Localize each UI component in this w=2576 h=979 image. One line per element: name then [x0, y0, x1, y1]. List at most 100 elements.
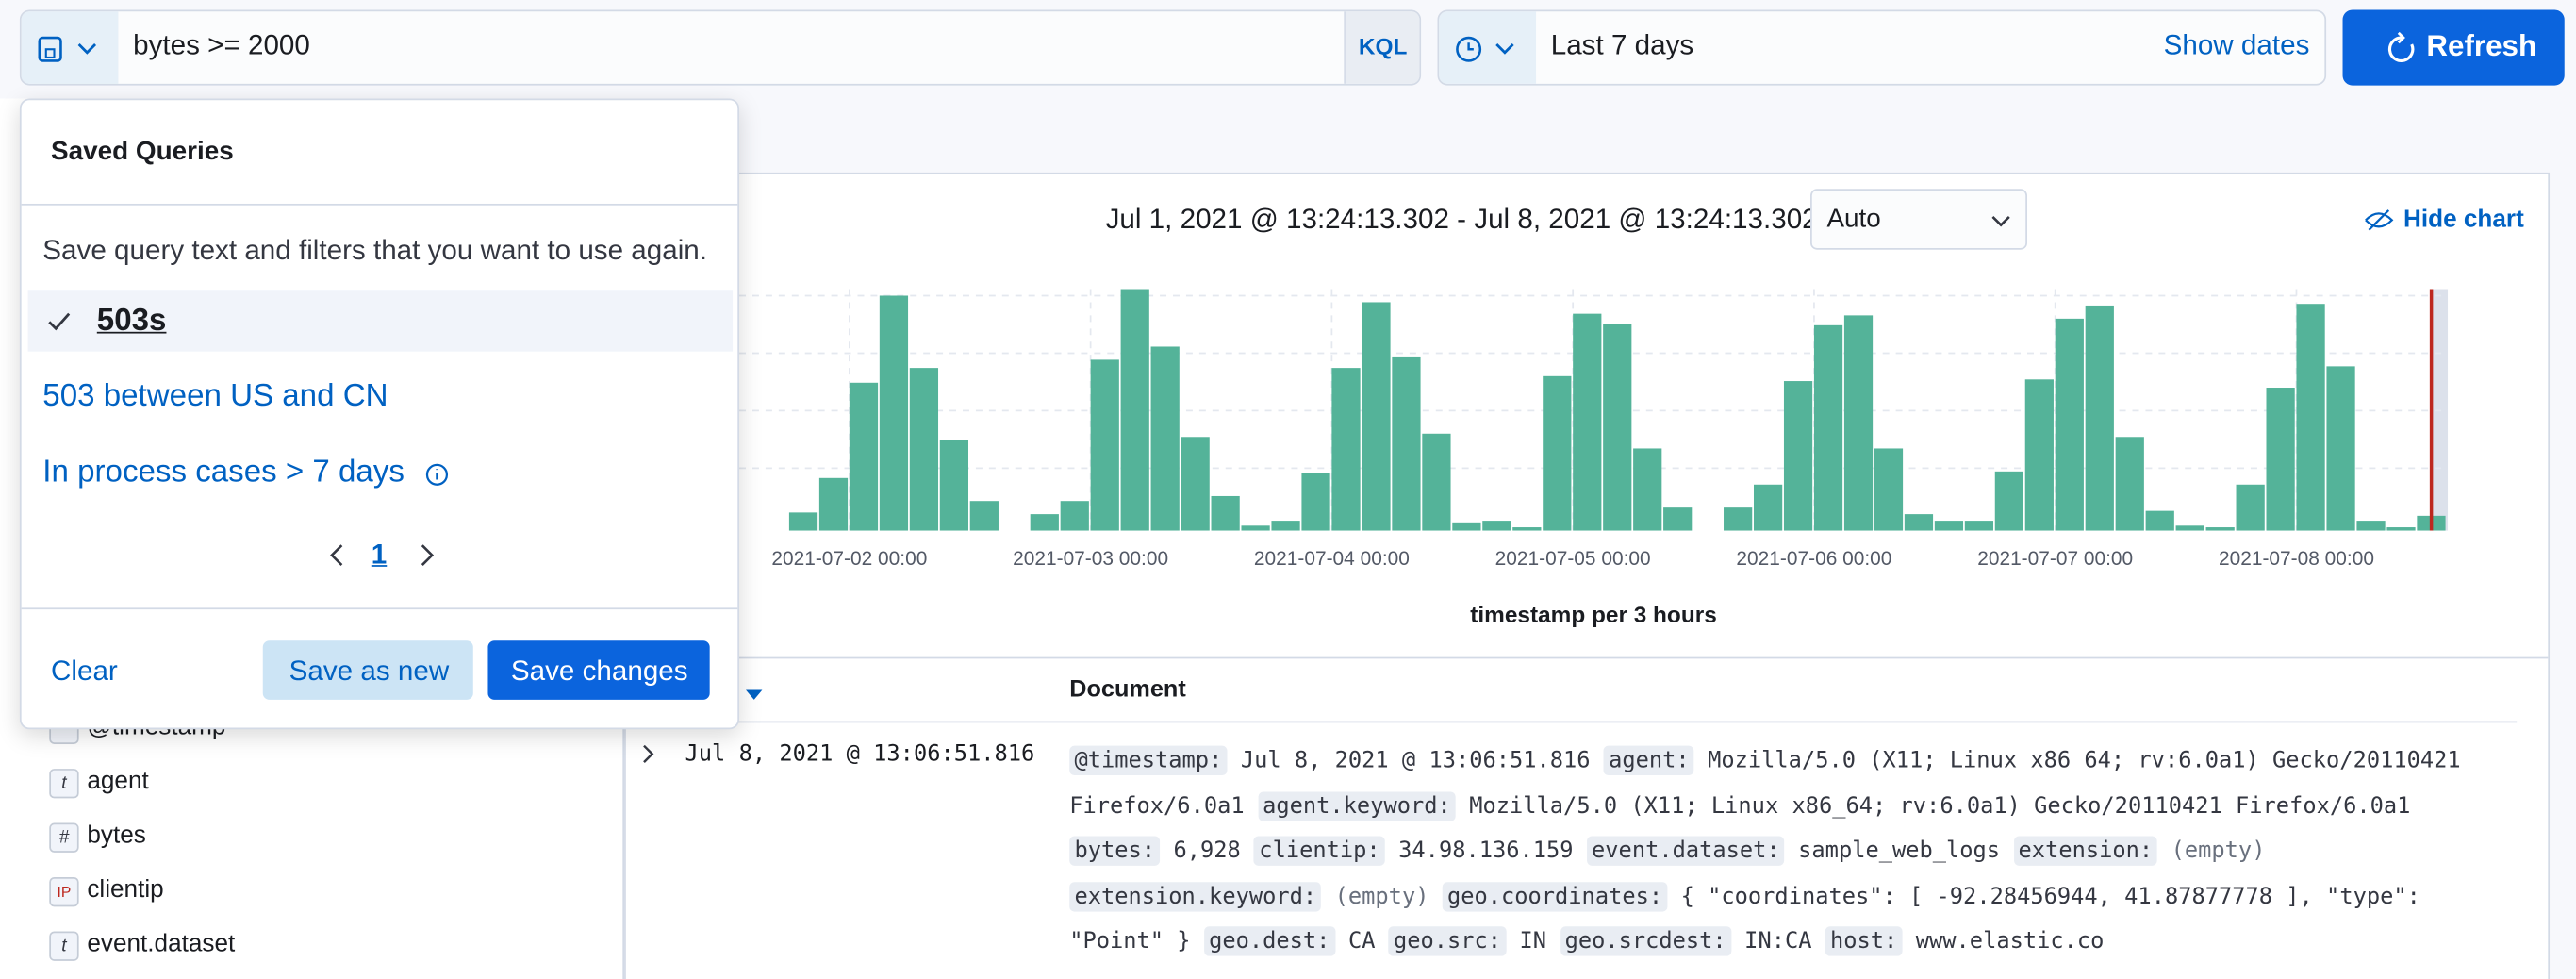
bar — [1994, 471, 2023, 531]
bar — [1512, 527, 1542, 531]
bar — [2236, 484, 2265, 531]
bar — [849, 382, 879, 531]
expand-row[interactable] — [637, 742, 660, 765]
save-icon — [38, 36, 97, 62]
bar — [2326, 366, 2355, 531]
interval-select[interactable]: Auto — [1810, 189, 2027, 250]
field-type-icon: # — [49, 822, 79, 853]
page-number[interactable]: 1 — [371, 539, 388, 571]
bar — [2266, 388, 2295, 531]
bar — [2296, 304, 2325, 531]
bar — [1813, 324, 1843, 531]
bar — [2175, 525, 2204, 531]
bar — [1543, 375, 1572, 531]
bar — [2085, 305, 2114, 531]
field-key: @timestamp: — [1069, 745, 1228, 776]
field-name: clientip — [87, 875, 164, 904]
bar — [1060, 501, 1089, 531]
divider — [625, 656, 2549, 659]
bar — [2356, 521, 2386, 531]
kql-toggle[interactable] — [1344, 11, 1420, 84]
saved-query[interactable]: In process cases > 7 days — [42, 455, 405, 490]
selected-row[interactable] — [27, 290, 734, 352]
prev-page[interactable] — [325, 540, 348, 570]
field-key: extension.keyword: — [1069, 881, 1322, 911]
field-value: IN:CA — [1744, 928, 1812, 954]
column-header: Document — [1069, 676, 1186, 704]
refresh-label[interactable]: Refresh — [2426, 29, 2537, 63]
bar — [1753, 484, 1783, 531]
query-bar[interactable] — [19, 9, 1422, 86]
show-dates[interactable]: Show dates — [2163, 29, 2310, 61]
saved-query-button[interactable] — [21, 11, 119, 84]
field-type-icon: IP — [49, 877, 79, 907]
bar — [818, 477, 849, 531]
field-type-icon: t — [49, 931, 79, 961]
x-tick-label: 2021-07-03 00:00 — [1013, 548, 1168, 570]
save-as-new-label[interactable]: Save as new — [289, 655, 450, 687]
bar — [1724, 507, 1753, 531]
clear-button[interactable]: Clear — [51, 655, 118, 687]
saved-query[interactable]: 503 between US and CN — [42, 379, 388, 414]
bar — [1241, 525, 1270, 531]
field-key: geo.src: — [1388, 926, 1507, 956]
bar — [1964, 521, 1994, 531]
kql-label[interactable]: KQL — [1358, 32, 1408, 59]
next-page[interactable] — [416, 540, 438, 570]
bar — [1362, 302, 1391, 531]
field-value: Mozilla/5.0 (X11; Linux x86_64; rv:6.0a1… — [1469, 792, 2411, 820]
bar — [1843, 315, 1874, 531]
query-text[interactable]: bytes >= 2000 — [133, 29, 310, 61]
bar — [1150, 346, 1180, 531]
hide-chart[interactable]: Hide chart — [2403, 205, 2524, 234]
field-value: (empty) — [1334, 883, 1429, 909]
time-range: Jul 1, 2021 @ 13:24:13.302 - Jul 8, 2021… — [1105, 203, 1818, 236]
interval-value[interactable]: Auto — [1826, 205, 1881, 234]
bar — [2205, 527, 2235, 531]
sort-arrow[interactable] — [743, 687, 766, 703]
x-tick-label: 2021-07-05 00:00 — [1495, 548, 1651, 570]
field-key: geo.coordinates: — [1442, 881, 1668, 911]
field-key: bytes: — [1069, 836, 1161, 866]
date-range[interactable]: Last 7 days — [1550, 29, 1694, 61]
bar — [2055, 318, 2084, 531]
bar — [1633, 448, 1662, 531]
quick-menu-button[interactable] — [1439, 11, 1537, 84]
refresh-icon — [2387, 31, 2415, 62]
bar — [1482, 521, 1511, 531]
refresh-button[interactable]: Refresh — [2342, 9, 2565, 86]
field-value: Mozilla/5.0 (X11; Linux x86_64; rv:6.0a1… — [1069, 747, 2461, 820]
field-key: geo.dest: — [1203, 926, 1335, 956]
bar — [939, 440, 968, 531]
field-value: IN — [1519, 928, 1547, 954]
bar — [1904, 514, 1934, 531]
field-value: 6,928 — [1173, 838, 1241, 865]
date-picker[interactable] — [1437, 9, 2327, 86]
field-key: agent: — [1603, 745, 1694, 776]
field-name: bytes — [87, 821, 146, 850]
bar — [1934, 521, 1964, 531]
info-icon[interactable] — [424, 461, 451, 488]
save-changes-label[interactable]: Save changes — [510, 655, 688, 687]
document-cell: @timestamp: Jul 8, 2021 @ 13:06:51.816 a… — [1069, 739, 2512, 965]
field-value: sample_web_logs — [1798, 838, 2001, 865]
saved-query[interactable]: 503s — [96, 304, 167, 339]
bar — [1211, 495, 1240, 531]
field-name: event.dataset — [87, 929, 236, 958]
rule — [21, 607, 738, 610]
field-value: { "coordinates": [ -92.28456944, 41.8787… — [1069, 883, 2420, 954]
bar — [1573, 313, 1602, 531]
save-changes-button[interactable]: Save changes — [487, 640, 710, 700]
x-tick-label: 2021-07-06 00:00 — [1736, 548, 1891, 570]
bar — [1452, 522, 1481, 531]
field-type-icon: t — [49, 769, 79, 799]
bar — [1874, 448, 1904, 531]
save-as-new-button[interactable]: Save as new — [262, 640, 473, 700]
bar — [969, 501, 999, 531]
eye-closed-icon — [2365, 209, 2394, 231]
x-tick-label: 2021-07-04 00:00 — [1254, 548, 1410, 570]
bar — [2024, 379, 2054, 531]
x-axis-title: timestamp per 3 hours — [1470, 603, 1716, 628]
bar — [1783, 381, 1813, 531]
